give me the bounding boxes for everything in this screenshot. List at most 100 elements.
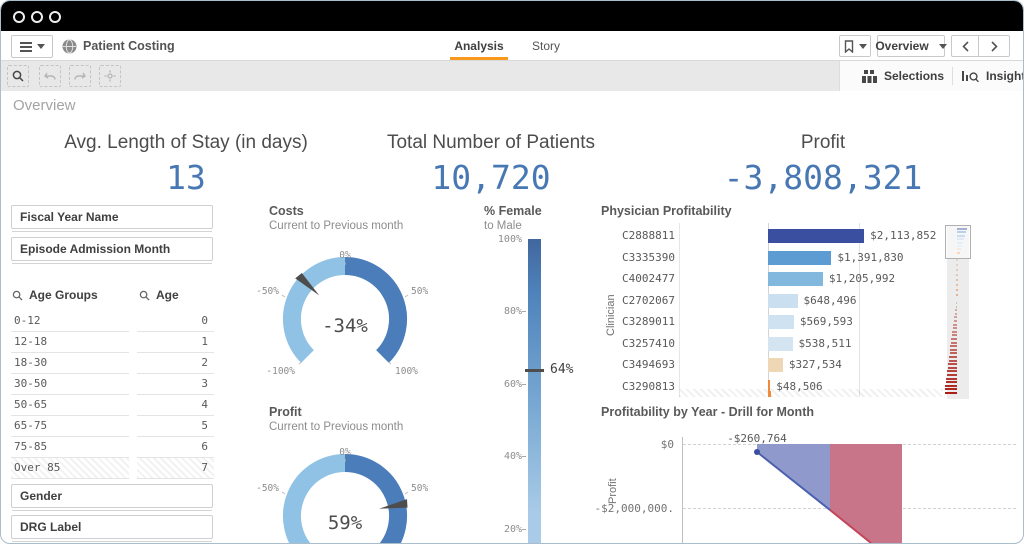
- minimap-bar: [944, 388, 957, 391]
- svg-text:0%: 0%: [339, 447, 351, 458]
- list-item[interactable]: 4: [137, 395, 214, 416]
- svg-text:50%: 50%: [411, 483, 428, 494]
- window-zoom-button[interactable]: [49, 11, 61, 23]
- female-gauge-marker: [525, 368, 544, 372]
- profit-gauge-chart[interactable]: 0% -50% 50% 59%: [253, 438, 453, 544]
- bar-value-label: $1,391,830: [837, 250, 904, 264]
- list-item[interactable]: Over 85: [11, 458, 129, 479]
- list-item[interactable]: 50-65: [11, 395, 129, 416]
- bar[interactable]: [768, 250, 832, 265]
- list-item[interactable]: 65-75: [11, 416, 129, 437]
- window-minimize-button[interactable]: [31, 11, 43, 23]
- list-item[interactable]: 5: [137, 416, 214, 437]
- insights-icon: [962, 71, 979, 83]
- partial-bar: [768, 391, 771, 397]
- sheet-toolbar: Selections Insights: [1, 61, 1023, 91]
- filter-pane-episode-admission-month[interactable]: Episode Admission Month: [11, 237, 213, 261]
- gridline: [859, 223, 860, 397]
- bar[interactable]: [768, 336, 793, 351]
- filter-pane-fiscal-year[interactable]: Fiscal Year Name: [11, 205, 213, 229]
- list-item[interactable]: 6: [137, 437, 214, 458]
- list-item[interactable]: 30-50: [11, 374, 129, 395]
- costs-gauge-chart[interactable]: 0% -50% 50% -100% 100% -34%: [253, 241, 453, 401]
- nav-bar: Patient Costing Analysis Story Overview: [1, 31, 1023, 61]
- gear-icon: [104, 70, 116, 82]
- redo-arrow-icon: [74, 72, 86, 80]
- sheet-selector-label: Overview: [875, 39, 929, 53]
- global-menu-button[interactable]: [11, 35, 53, 58]
- list-item[interactable]: 2: [137, 353, 214, 374]
- previous-sheet-button[interactable]: [951, 35, 979, 57]
- minimap-bar: [951, 338, 957, 340]
- list-item[interactable]: 12-18: [11, 332, 129, 353]
- bar[interactable]: [768, 379, 771, 394]
- area-chart-y-axis-label: Profit: [607, 478, 619, 504]
- physician-bar-chart: C2888811 $2,113,852 C3335390 $1,391,830 C400…: [605, 223, 943, 397]
- bar[interactable]: [768, 229, 865, 243]
- insights-button[interactable]: Insights: [962, 61, 1023, 91]
- minimap-viewport[interactable]: [945, 225, 971, 259]
- bar[interactable]: [768, 358, 783, 372]
- list-item[interactable]: 75-85: [11, 437, 129, 458]
- sheet-title: Overview: [13, 97, 76, 114]
- list-item[interactable]: 1: [137, 332, 214, 353]
- listbox-header-age[interactable]: Age: [139, 288, 179, 302]
- kpi-value: 10,720: [431, 158, 551, 197]
- minimap-bar: [953, 323, 957, 326]
- female-gauge-title: % Female: [484, 204, 542, 218]
- kpi-total-patients[interactable]: Total Number of Patients 10,720: [341, 132, 641, 197]
- list-item[interactable]: 0-12: [11, 311, 129, 332]
- kpi-value: -3,808,321: [723, 158, 923, 197]
- bar-category-label: C3257410: [622, 336, 675, 350]
- bar-chart-minimap-scrollbar[interactable]: [944, 225, 969, 399]
- minimap-bar: [953, 320, 957, 322]
- redo-button[interactable]: [69, 65, 91, 87]
- tick-mark: [522, 529, 526, 530]
- listbox-header-age-groups[interactable]: Age Groups: [12, 288, 98, 302]
- kpi-profit[interactable]: Profit -3,808,321: [673, 132, 973, 197]
- axis-tick: $0: [660, 438, 674, 451]
- smart-search-button[interactable]: [7, 65, 29, 87]
- profitability-year-chart-title: Profitability by Year - Drill for Month: [601, 405, 814, 419]
- minimap-bar: [951, 334, 957, 337]
- profit-gauge-title: Profit: [269, 405, 302, 419]
- kpi-avg-length-of-stay[interactable]: Avg. Length of Stay (in days) 13: [36, 132, 336, 197]
- svg-text:50%: 50%: [411, 286, 428, 297]
- filter-pane-gender[interactable]: Gender: [11, 484, 213, 508]
- undo-button[interactable]: [39, 65, 61, 87]
- filter-pane-drg-label[interactable]: DRG Label: [11, 515, 213, 539]
- sheet-options-button[interactable]: [99, 65, 121, 87]
- list-item[interactable]: 18-30: [11, 353, 129, 374]
- minimap-bar: [946, 374, 957, 376]
- list-item[interactable]: 7: [137, 458, 214, 479]
- selections-label: Selections: [884, 69, 945, 83]
- bar-value-label: $2,113,852: [870, 229, 937, 242]
- list-item[interactable]: 3: [137, 374, 214, 395]
- bar-category-label: C3290813: [622, 379, 675, 393]
- sheet-selector-button[interactable]: Overview: [875, 35, 947, 57]
- selections-button[interactable]: Selections: [862, 61, 944, 91]
- axis-tick: 60%: [503, 379, 522, 390]
- window-close-button[interactable]: [13, 11, 25, 23]
- next-sheet-button[interactable]: [978, 35, 1010, 57]
- tab-analysis[interactable]: Analysis: [450, 31, 508, 60]
- minimap-bar: [956, 269, 958, 271]
- chevron-down-icon: [36, 44, 45, 49]
- app-icon: [62, 39, 77, 59]
- minimap-bar: [946, 377, 957, 380]
- female-gauge-bar[interactable]: [528, 239, 541, 543]
- bookmarks-button[interactable]: [839, 35, 871, 57]
- tick-mark: [522, 311, 526, 312]
- kpi-value: 13: [166, 158, 206, 197]
- list-item[interactable]: 0: [137, 311, 214, 332]
- gauge-value: -34%: [322, 315, 368, 337]
- tab-story[interactable]: Story: [531, 39, 560, 53]
- profitability-area-chart[interactable]: [683, 437, 1016, 543]
- svg-text:-100%: -100%: [266, 366, 295, 377]
- bar[interactable]: [768, 272, 823, 286]
- data-point-label: -$260,764: [727, 432, 787, 445]
- bar[interactable]: [768, 315, 794, 329]
- bar[interactable]: [768, 293, 798, 308]
- data-point[interactable]: [754, 449, 760, 455]
- chevron-left-icon: [961, 40, 969, 52]
